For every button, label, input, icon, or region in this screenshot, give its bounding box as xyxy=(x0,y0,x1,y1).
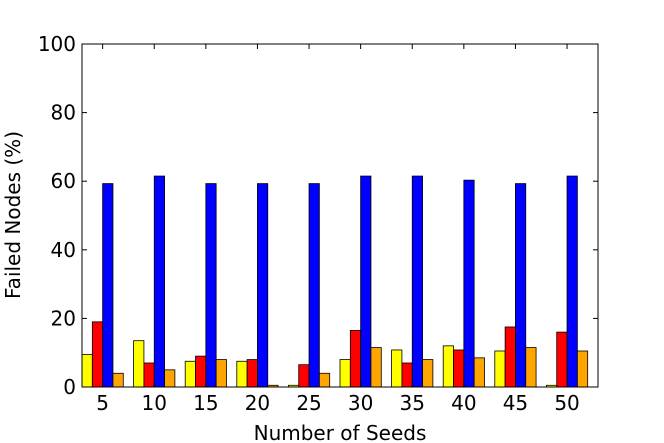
bar-series2-25 xyxy=(298,364,310,388)
x-tick-label-5: 5 xyxy=(96,391,109,415)
bar-series3-40 xyxy=(463,179,475,388)
bar-series3-10 xyxy=(153,175,165,388)
bar-series3-25 xyxy=(308,183,320,388)
bar-series4-50 xyxy=(576,350,589,388)
bar-series1-15 xyxy=(184,360,196,388)
bar-series4-5 xyxy=(112,372,124,388)
bar-series4-35 xyxy=(422,359,434,388)
bar-series4-15 xyxy=(215,359,227,388)
y-tick-label-0: 0 xyxy=(63,375,76,399)
x-tick-label-10: 10 xyxy=(142,391,167,415)
x-tick-label-35: 35 xyxy=(400,391,425,415)
bar-series1-5 xyxy=(81,354,93,388)
bar-series2-35 xyxy=(401,362,413,388)
ticks-layer: 5 10 15 20 25 30 35 40 45 50 0 20 40 60 80 100 xyxy=(38,32,598,415)
plot-frame xyxy=(81,43,599,388)
bar-series2-30 xyxy=(349,329,362,388)
x-tick-label-25: 25 xyxy=(296,391,321,415)
x-tick-label-50: 50 xyxy=(554,391,579,415)
bar-series4-45 xyxy=(525,347,537,388)
bar-series3-30 xyxy=(360,175,372,388)
y-tick-label-100: 100 xyxy=(38,32,76,56)
bar-series2-20 xyxy=(246,359,258,388)
bar-series1-35 xyxy=(391,349,403,388)
bar-series2-45 xyxy=(504,326,516,388)
bar-series3-5 xyxy=(102,183,114,388)
bar-series1-20 xyxy=(236,360,248,388)
x-tick-label-40: 40 xyxy=(451,391,476,415)
bar-series4-25 xyxy=(318,372,331,388)
bar-series3-35 xyxy=(411,175,423,388)
bar-series1-10 xyxy=(133,340,145,388)
bar-series2-15 xyxy=(195,355,207,388)
x-tick-label-45: 45 xyxy=(503,391,528,415)
y-tick-label-20: 20 xyxy=(51,306,76,330)
y-axis-label: Failed Nodes (%) xyxy=(1,131,25,299)
x-axis-label: Number of Seeds xyxy=(254,421,427,443)
bar-series2-10 xyxy=(143,362,155,388)
bar-series1-40 xyxy=(442,345,454,388)
bar-series4-40 xyxy=(473,357,485,388)
bar-series2-50 xyxy=(556,331,568,388)
x-tick-label-20: 20 xyxy=(245,391,270,415)
bars-layer xyxy=(81,175,589,388)
bar-series3-20 xyxy=(257,183,269,388)
y-tick-label-60: 60 xyxy=(51,169,76,193)
y-tick-label-80: 80 xyxy=(51,101,76,125)
bar-series1-45 xyxy=(494,350,506,388)
bar-series2-5 xyxy=(91,321,104,388)
bar-series3-45 xyxy=(515,183,527,388)
y-tick-label-40: 40 xyxy=(51,238,76,262)
x-tick-label-15: 15 xyxy=(193,391,218,415)
bar-series1-30 xyxy=(339,359,351,388)
x-tick-label-30: 30 xyxy=(348,391,373,415)
bar-series4-30 xyxy=(370,347,382,388)
bar-series2-40 xyxy=(453,349,465,388)
bar-series3-15 xyxy=(205,183,217,388)
bar-series3-50 xyxy=(566,175,578,388)
bar-series4-10 xyxy=(164,369,176,388)
